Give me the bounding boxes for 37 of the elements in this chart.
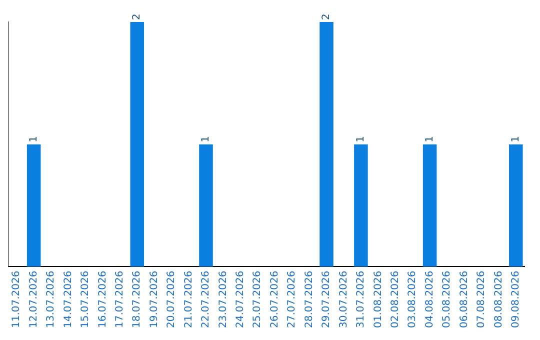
x-tick-label: 19.07.2026: [148, 270, 160, 328]
x-tick-label: 21.07.2026: [183, 270, 194, 328]
data-label: 1: [424, 136, 436, 142]
x-tick-label: 17.07.2026: [114, 270, 126, 328]
x-tick-label: 23.07.2026: [218, 270, 229, 328]
data-label: 2: [321, 14, 332, 20]
x-tick-label: 30.07.2026: [338, 270, 350, 328]
x-tick-label: 08.08.2026: [493, 270, 504, 328]
data-label: 1: [200, 136, 212, 142]
x-tick-label: 26.07.2026: [269, 270, 280, 328]
x-tick-label: 15.07.2026: [80, 270, 92, 328]
x-tick-label: 06.08.2026: [458, 270, 470, 328]
x-tick-label: 16.07.2026: [97, 270, 108, 328]
data-label: 1: [510, 136, 522, 142]
x-tick-label: 13.07.2026: [46, 270, 57, 328]
x-tick-label: 09.08.2026: [510, 270, 522, 328]
x-tick-label: 07.08.2026: [476, 270, 488, 328]
x-tick-label: 27.07.2026: [286, 270, 298, 328]
x-tick-label: 18.07.2026: [132, 270, 143, 328]
x-tick-label: 05.08.2026: [442, 270, 453, 328]
x-tick-label: 28.07.2026: [304, 270, 315, 328]
x-tick-label: 04.08.2026: [424, 270, 436, 328]
x-tick-label: 31.07.2026: [356, 270, 367, 328]
x-tick-label: 22.07.2026: [200, 270, 212, 328]
x-tick-label: 03.08.2026: [407, 270, 418, 328]
x-tick-label: 24.07.2026: [235, 270, 246, 328]
x-tick-label: 02.08.2026: [390, 270, 401, 328]
x-tick-label: 14.07.2026: [62, 270, 74, 328]
data-label: 1: [28, 136, 40, 142]
x-tick-label: 29.07.2026: [321, 270, 332, 328]
x-tick-label: 11.07.2026: [11, 270, 22, 328]
data-label: 2: [132, 14, 143, 20]
data-label: 1: [356, 136, 367, 142]
x-tick-label: 01.08.2026: [372, 270, 384, 328]
x-tick-label: 12.07.2026: [28, 270, 40, 328]
x-tick-label: 25.07.2026: [252, 270, 264, 328]
x-tick-label: 20.07.2026: [166, 270, 178, 328]
